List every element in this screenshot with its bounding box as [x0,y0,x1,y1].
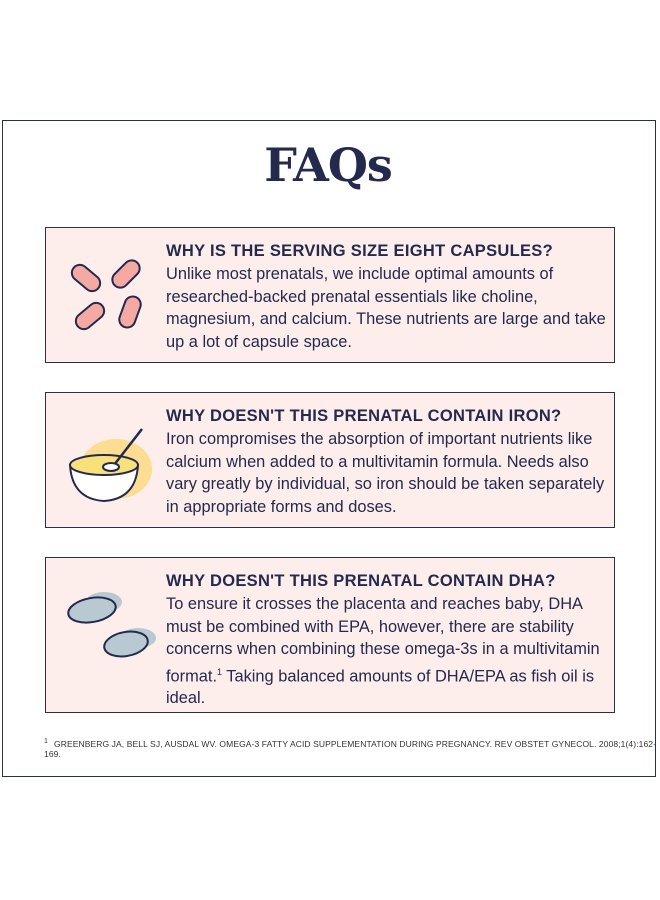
faq-card: WHY DOESN'T THIS PRENATAL CONTAIN IRON? … [45,392,615,528]
answer: Unlike most prenatals, we include optima… [166,265,606,351]
answer: To ensure it crosses the placenta and re… [166,593,606,710]
softgels-icon [67,592,156,658]
footnote: 1 GREENBERG JA, BELL SJ, AUSDAL WV. OMEGA… [44,738,660,759]
answer: Iron compromises the absorption of impor… [166,430,605,516]
footnote-text: GREENBERG JA, BELL SJ, AUSDAL WV. OMEGA-… [44,738,657,759]
frame [2,120,656,777]
faq-card: WHY IS THE SERVING SIZE EIGHT CAPSULES? … [45,227,615,363]
answer-text: Taking balanced amounts of DHA/EPA as fi… [166,666,595,708]
question: WHY DOESN'T THIS PRENATAL CONTAIN DHA? [166,572,556,590]
answer-text: To ensure it crosses the placenta and re… [166,595,600,685]
footnote-marker: 1 [44,738,48,745]
question: WHY IS THE SERVING SIZE EIGHT CAPSULES? [166,242,553,260]
footnote-ref: 1 [217,666,223,677]
faq-card: WHY DOESN'T THIS PRENATAL CONTAIN DHA? T… [45,557,615,713]
bowl-icon [68,428,152,503]
question: WHY DOESN'T THIS PRENATAL CONTAIN IRON? [166,407,562,425]
title: FAQs [264,138,393,192]
capsules-icon [70,259,142,331]
